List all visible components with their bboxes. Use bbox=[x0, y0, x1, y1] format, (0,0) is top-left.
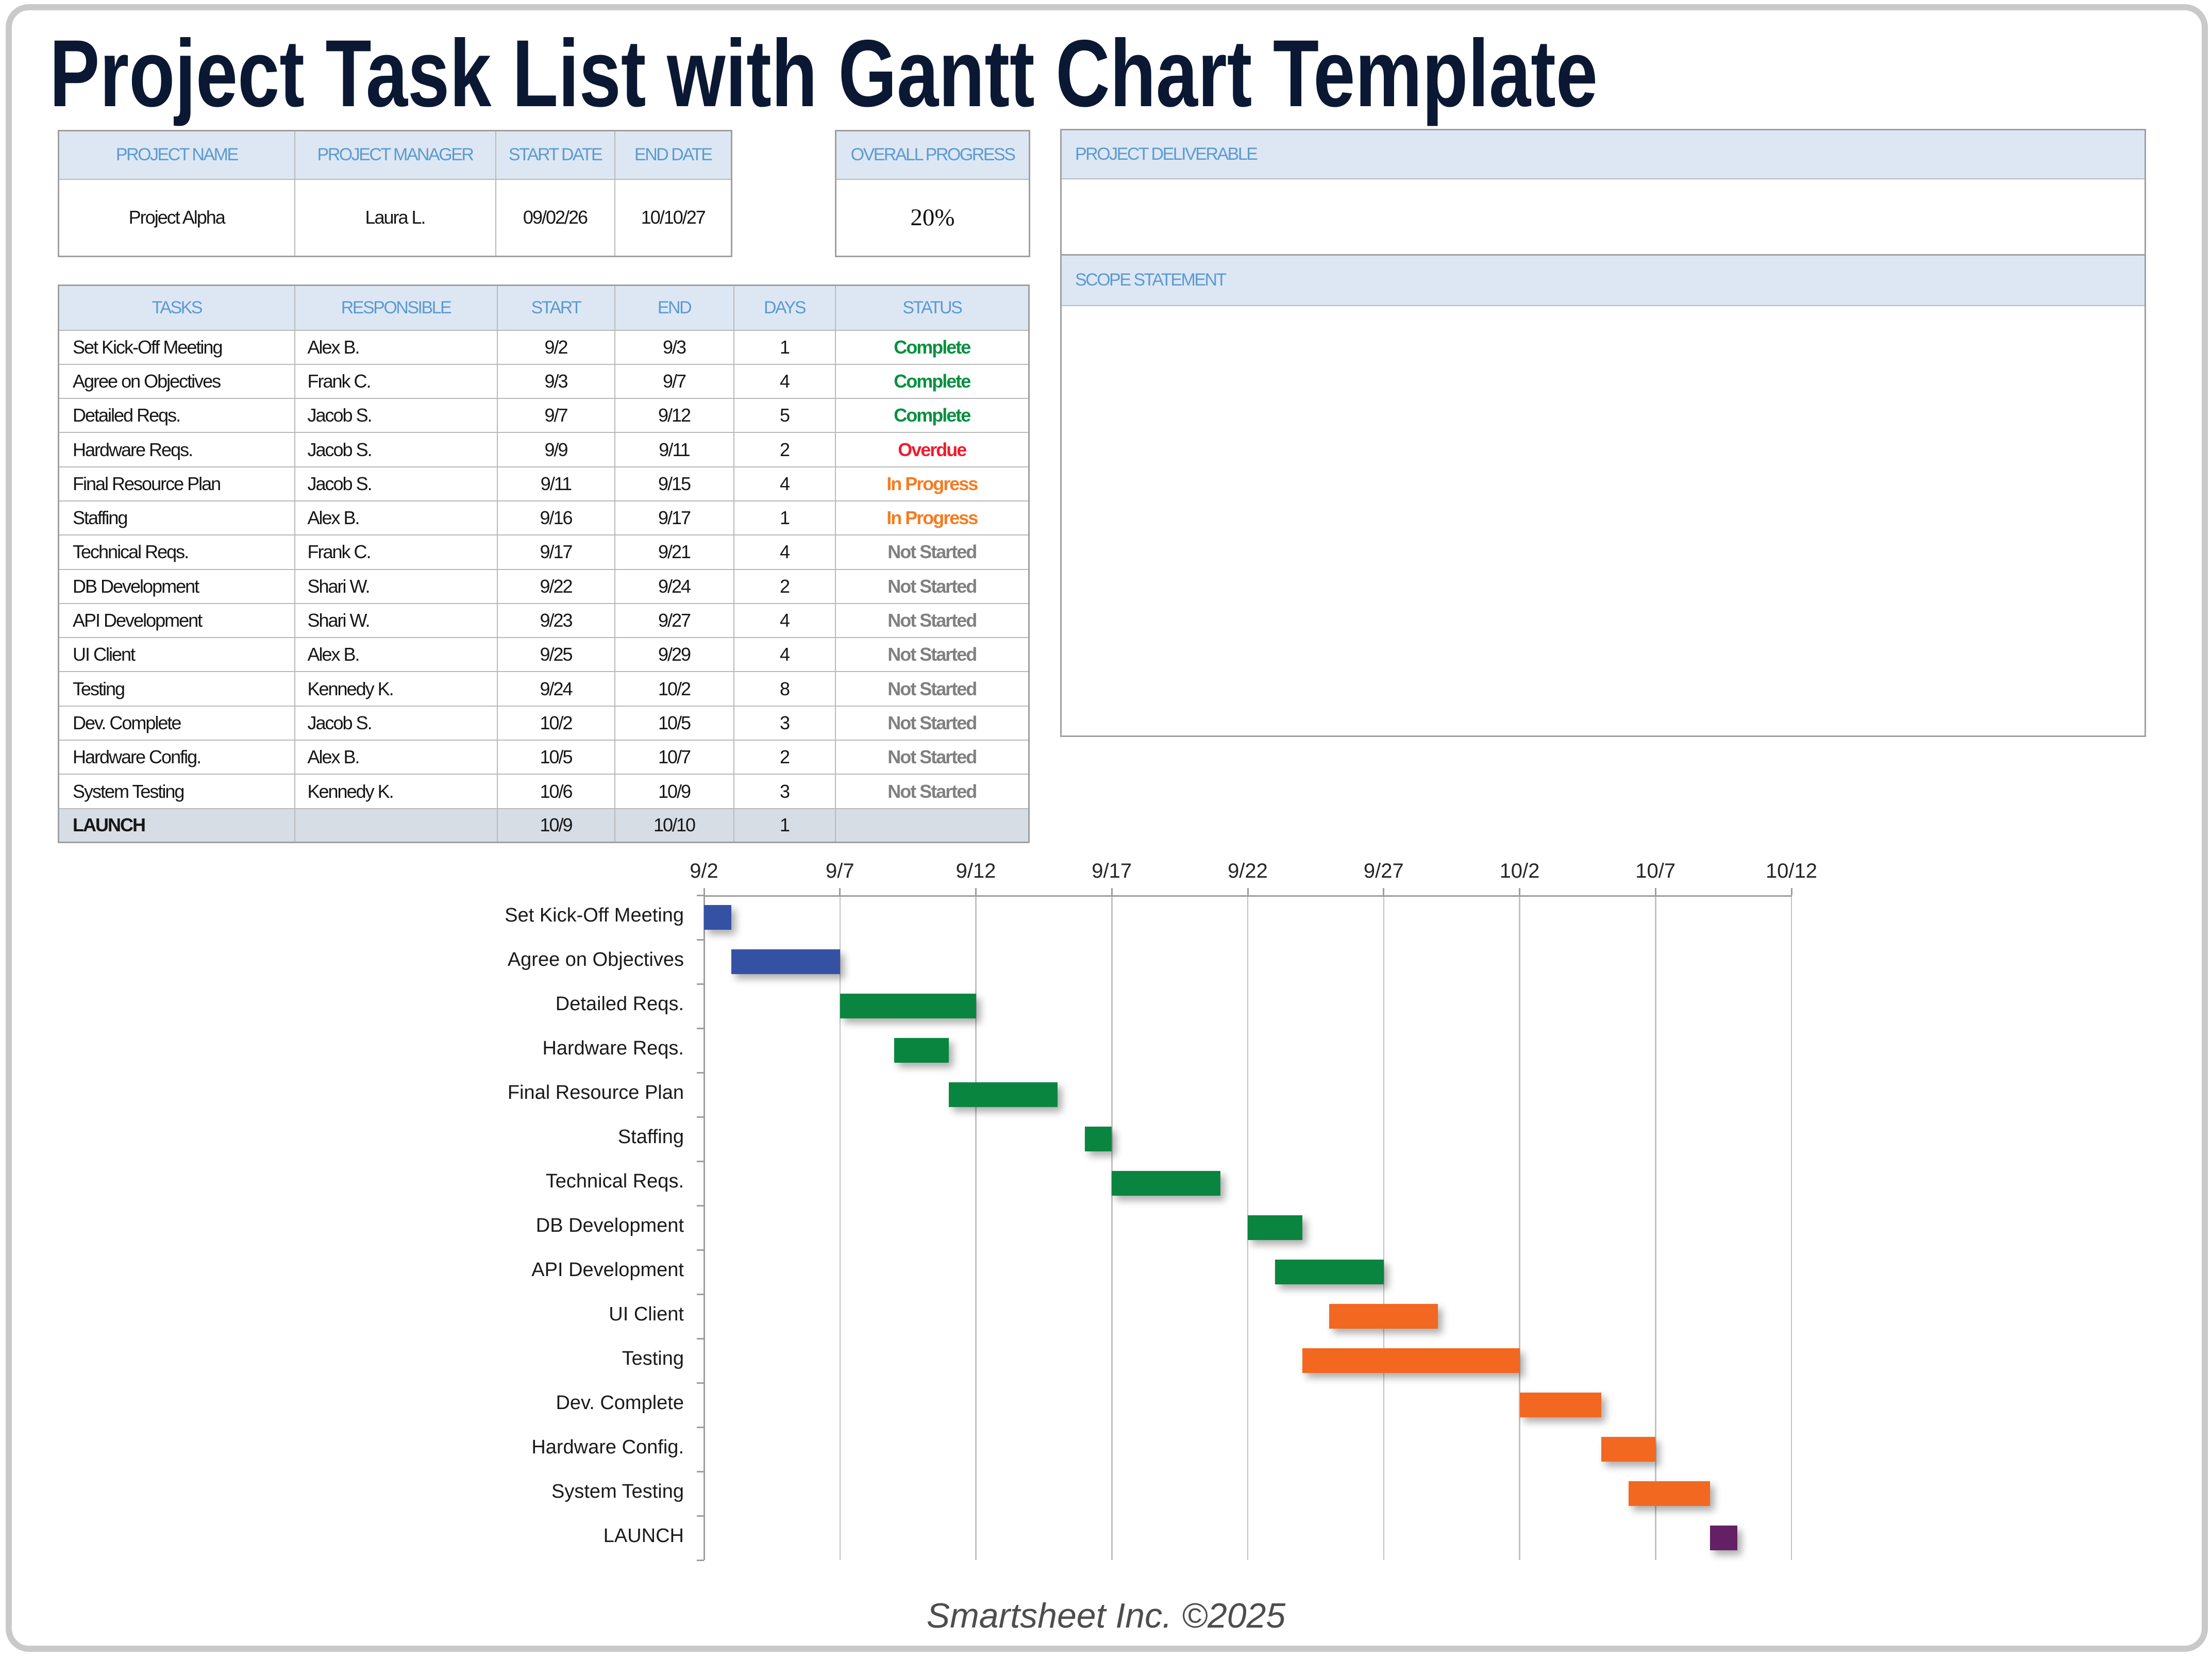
svg-text:Project Task List with Gantt C: Project Task List with Gantt Chart Templ… bbox=[49, 21, 1598, 127]
